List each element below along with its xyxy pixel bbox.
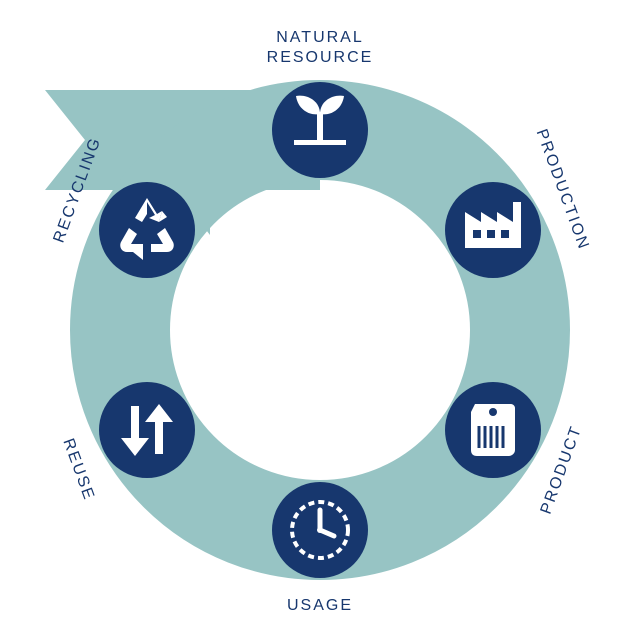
sprout-icon: [272, 82, 368, 178]
swap-icon: [99, 382, 195, 478]
clock-icon: [272, 482, 368, 578]
factory-icon: [445, 182, 541, 278]
node-product: [445, 382, 541, 478]
node-recycling: [99, 182, 195, 278]
tag-icon: [445, 382, 541, 478]
node-reuse: [99, 382, 195, 478]
recycle-icon: [99, 182, 195, 278]
label-natural_resource: NATURAL RESOURCE: [267, 28, 374, 68]
node-production: [445, 182, 541, 278]
node-natural_resource: [272, 82, 368, 178]
circular-economy-diagram: NATURAL RESOURCE PRODUCTION PRODUCT: [0, 0, 640, 630]
label-usage: USAGE: [287, 597, 353, 615]
node-usage: [272, 482, 368, 578]
